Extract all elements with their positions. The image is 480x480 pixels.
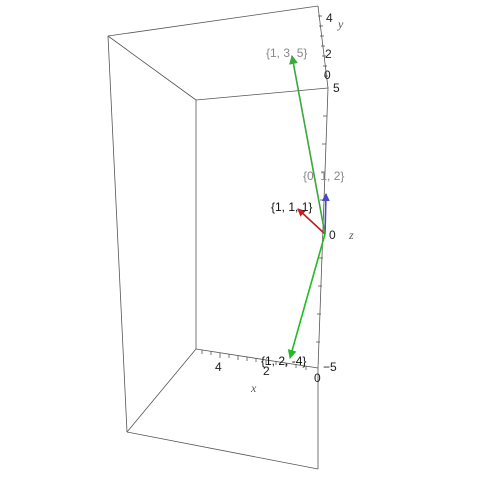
y-tick-label: 4	[326, 11, 333, 25]
x-tick-label: 4	[215, 360, 222, 374]
box-edge	[107, 35, 128, 433]
box-edge	[195, 348, 319, 369]
y-tick-label: 0	[324, 68, 331, 82]
x-tick-label: 2	[263, 364, 270, 378]
vector-arrow-1-3-5	[289, 55, 326, 235]
vector-label-1-3-5: {1, 3, 5}	[266, 46, 307, 60]
z-tick-label: −5	[323, 360, 337, 374]
vector-label-1-2-neg4: {1, 2, -4}	[261, 354, 306, 368]
tick-marks	[201, 15, 328, 370]
vector-arrow-1-2-neg4	[287, 233, 326, 359]
box-edge	[317, 87, 329, 369]
z-tick-label: 5	[333, 81, 340, 95]
z-tick-label: 0	[329, 228, 336, 242]
vector-label-1-1-1: {1, 1, 1}	[271, 200, 312, 214]
vector-labels: {1, 1, 1} {0, 1, 2} {1, 3, 5} {1, 2, -4}	[261, 46, 344, 368]
z-axis-name: z	[348, 228, 354, 242]
box-edge	[195, 87, 329, 101]
box-edge	[126, 348, 197, 433]
box-edge	[317, 5, 329, 89]
vectors	[287, 55, 330, 359]
box-edge	[126, 431, 319, 470]
y-axis-name: y	[337, 17, 344, 31]
y-tick-label: 2	[325, 47, 332, 61]
box-edge	[107, 5, 319, 37]
vector-arrow-0-1-2	[321, 193, 330, 235]
x-tick-label: 0	[314, 371, 321, 385]
x-axis-name: x	[250, 381, 257, 395]
box-edge	[107, 35, 197, 101]
tick-labels: 4 2 0 y 5 0 −5 z 4 2 0 x	[215, 11, 354, 395]
vector-arrow-1-1-1	[297, 208, 326, 235]
vector-label-0-1-2: {0, 1, 2}	[303, 169, 344, 183]
bounding-box	[107, 5, 329, 470]
